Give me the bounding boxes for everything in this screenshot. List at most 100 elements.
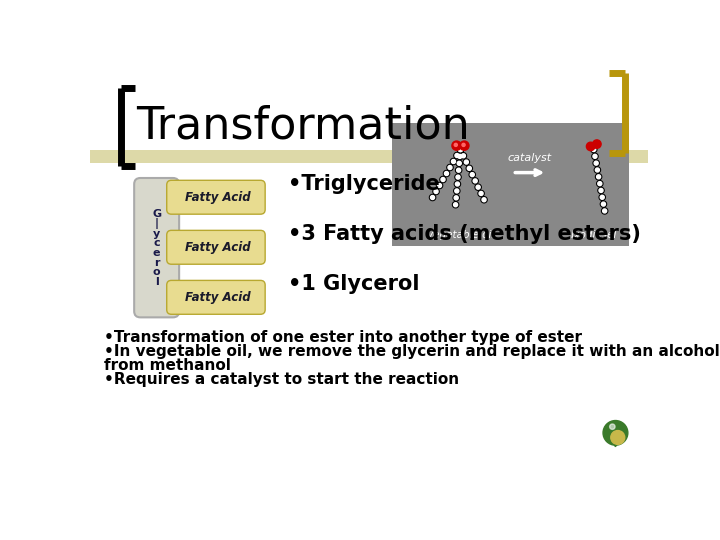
Circle shape [431, 195, 435, 199]
Circle shape [454, 196, 458, 200]
Circle shape [593, 160, 599, 166]
Circle shape [459, 147, 462, 152]
Circle shape [603, 209, 607, 213]
Circle shape [433, 188, 439, 194]
Circle shape [456, 153, 463, 159]
Circle shape [453, 195, 459, 201]
Circle shape [595, 174, 602, 180]
Circle shape [454, 181, 461, 187]
FancyBboxPatch shape [167, 180, 265, 214]
FancyBboxPatch shape [134, 178, 179, 318]
Bar [392, 123, 629, 246]
Text: •Triglyceride: •Triglyceride [287, 174, 439, 194]
Circle shape [454, 188, 460, 194]
Text: vegetable oil: vegetable oil [427, 230, 494, 240]
Circle shape [600, 195, 604, 199]
Circle shape [600, 201, 606, 207]
Circle shape [592, 147, 595, 152]
Circle shape [462, 154, 465, 158]
Text: Fatty Acid: Fatty Acid [184, 191, 251, 204]
Circle shape [451, 158, 456, 165]
Circle shape [467, 166, 472, 170]
Circle shape [451, 159, 456, 164]
Circle shape [444, 172, 449, 176]
Circle shape [457, 146, 464, 153]
Circle shape [429, 194, 436, 200]
Circle shape [601, 202, 606, 206]
Circle shape [475, 184, 481, 190]
Text: biodiesel: biodiesel [570, 230, 617, 240]
Circle shape [598, 181, 602, 186]
Circle shape [458, 154, 462, 158]
Circle shape [459, 141, 469, 150]
Circle shape [459, 147, 462, 152]
Circle shape [447, 164, 453, 171]
Circle shape [594, 161, 598, 165]
Circle shape [590, 146, 597, 153]
Circle shape [603, 421, 628, 445]
Text: catalyst: catalyst [508, 153, 552, 164]
Text: Transformation: Transformation [137, 105, 470, 148]
Circle shape [593, 140, 601, 149]
Circle shape [473, 179, 477, 183]
Circle shape [454, 202, 458, 207]
Circle shape [482, 198, 486, 202]
Text: •Requires a catalyst to start the reaction: •Requires a catalyst to start the reacti… [104, 372, 459, 387]
Circle shape [444, 171, 449, 177]
Circle shape [592, 153, 598, 159]
Circle shape [455, 189, 459, 193]
Circle shape [610, 424, 615, 429]
Circle shape [434, 190, 438, 193]
Circle shape [457, 161, 462, 165]
Circle shape [599, 194, 606, 200]
Circle shape [460, 153, 467, 159]
Circle shape [601, 208, 608, 214]
Text: •1 Glycerol: •1 Glycerol [287, 274, 419, 294]
Text: •In vegetable oil, we remove the glycerin and replace it with an alcohol group: •In vegetable oil, we remove the glyceri… [104, 345, 720, 359]
Circle shape [438, 184, 441, 187]
Circle shape [454, 152, 460, 159]
Bar [90, 150, 648, 164]
Circle shape [599, 188, 603, 192]
Circle shape [481, 197, 487, 203]
Circle shape [479, 192, 483, 195]
Circle shape [456, 160, 462, 166]
Circle shape [452, 201, 459, 208]
Circle shape [452, 141, 462, 150]
Circle shape [455, 182, 459, 186]
Circle shape [462, 143, 465, 146]
Circle shape [597, 175, 600, 179]
FancyBboxPatch shape [167, 231, 265, 264]
Circle shape [593, 154, 597, 158]
Circle shape [598, 187, 604, 193]
Circle shape [456, 167, 462, 173]
Circle shape [459, 147, 462, 152]
Circle shape [463, 159, 469, 165]
Circle shape [456, 168, 461, 172]
Circle shape [586, 142, 595, 151]
Text: Fatty Acid: Fatty Acid [184, 291, 251, 304]
Circle shape [470, 173, 474, 177]
FancyBboxPatch shape [167, 280, 265, 314]
Circle shape [441, 178, 445, 181]
Circle shape [478, 191, 484, 197]
Circle shape [456, 175, 460, 179]
Circle shape [440, 177, 446, 183]
Circle shape [454, 143, 457, 146]
Circle shape [455, 174, 461, 180]
Circle shape [455, 153, 459, 158]
Circle shape [457, 146, 464, 153]
Circle shape [611, 430, 625, 444]
Text: from methanol: from methanol [104, 358, 231, 373]
Polygon shape [608, 433, 624, 447]
Circle shape [594, 167, 600, 173]
Circle shape [448, 165, 452, 170]
Text: Fatty Acid: Fatty Acid [184, 241, 251, 254]
Polygon shape [614, 437, 621, 444]
Circle shape [472, 178, 478, 184]
Circle shape [597, 180, 603, 187]
Circle shape [436, 183, 443, 188]
Text: •Transformation of one ester into another type of ester: •Transformation of one ester into anothe… [104, 330, 582, 346]
Circle shape [466, 165, 472, 171]
Circle shape [476, 185, 480, 189]
